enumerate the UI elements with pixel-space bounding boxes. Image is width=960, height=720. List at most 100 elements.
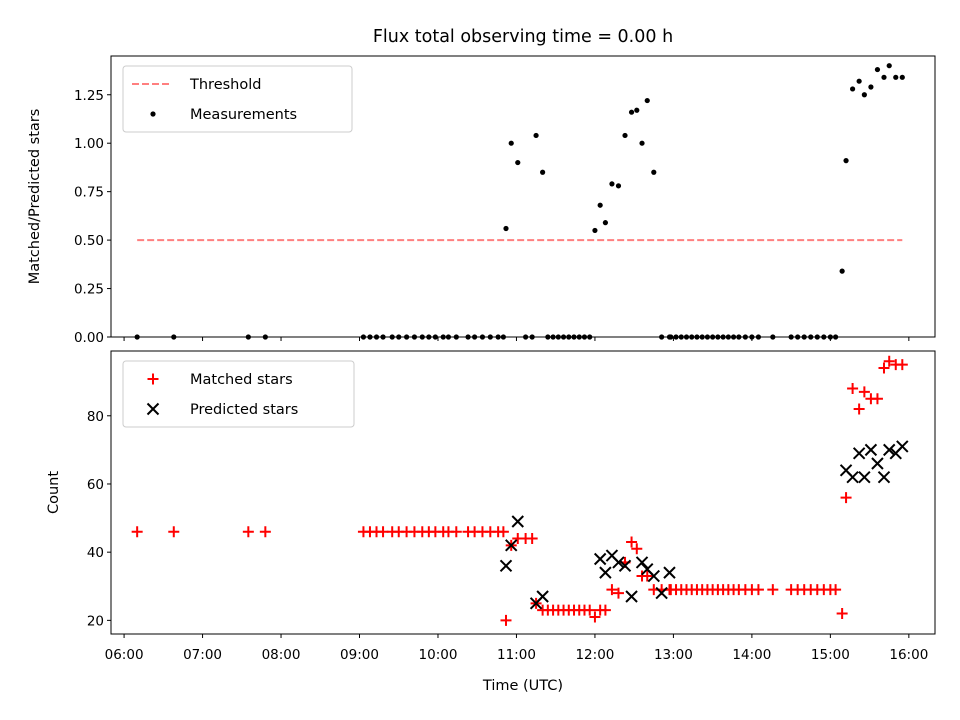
- data-point: [545, 334, 551, 340]
- y-tick-label: 0.75: [74, 185, 104, 201]
- data-point: [628, 109, 635, 115]
- data-point: [836, 608, 848, 620]
- data-point: [609, 181, 615, 187]
- data-point: [639, 140, 645, 146]
- data-point: [847, 383, 859, 395]
- data-point: [373, 334, 380, 340]
- legend-marker-key: [146, 402, 160, 416]
- x-tick-label: 06:00: [105, 647, 144, 663]
- legend-marker-key: [150, 111, 156, 117]
- series-predicted-stars: [499, 440, 909, 610]
- data-point: [663, 566, 676, 579]
- data-point: [725, 334, 731, 340]
- data-point: [612, 556, 625, 569]
- data-point: [683, 334, 690, 340]
- legend-label: Predicted stars: [190, 402, 298, 418]
- data-point: [644, 97, 650, 104]
- legend-marker-key: [147, 373, 159, 385]
- data-point: [856, 78, 862, 84]
- data-point: [893, 74, 899, 80]
- data-point: [694, 334, 700, 340]
- data-point: [571, 334, 577, 340]
- data-point: [874, 66, 881, 73]
- data-point: [827, 334, 833, 340]
- data-point: [479, 334, 486, 340]
- data-point: [651, 169, 657, 175]
- data-point: [749, 334, 755, 340]
- data-point: [550, 334, 556, 340]
- data-point: [599, 566, 612, 579]
- y-axis-title: Matched/Predicted stars: [27, 109, 43, 285]
- data-point: [597, 202, 603, 208]
- data-point: [634, 107, 640, 113]
- data-point: [515, 159, 521, 166]
- legend-label: Threshold: [189, 77, 261, 93]
- data-point: [403, 334, 410, 340]
- data-point: [576, 334, 582, 340]
- data-point: [843, 158, 849, 164]
- data-point: [832, 334, 839, 340]
- data-point: [788, 334, 794, 340]
- data-point: [631, 543, 643, 555]
- data-point: [795, 334, 801, 340]
- x-tick-label: 11:00: [497, 647, 536, 663]
- y-axis-title: Count: [46, 471, 62, 514]
- data-point: [715, 334, 721, 340]
- y-tick-label: 0.25: [74, 282, 104, 298]
- data-point: [858, 386, 870, 398]
- x-axis-title: Time (UTC): [482, 678, 563, 694]
- data-point: [814, 334, 820, 340]
- data-point: [168, 526, 180, 538]
- series-measurements: [134, 63, 905, 340]
- data-point: [450, 526, 462, 538]
- data-point: [853, 403, 865, 415]
- data-point: [589, 611, 601, 623]
- y-tick-label: 1.00: [74, 136, 104, 152]
- data-point: [877, 470, 891, 484]
- data-point: [497, 526, 509, 538]
- data-point: [612, 587, 624, 599]
- data-point: [495, 334, 501, 340]
- data-point: [503, 225, 509, 232]
- data-point: [846, 470, 859, 484]
- data-point: [360, 334, 367, 340]
- data-point: [262, 334, 268, 340]
- data-point: [560, 334, 567, 340]
- data-point: [581, 334, 588, 340]
- data-point: [555, 334, 561, 340]
- data-point: [618, 559, 632, 573]
- data-point: [850, 86, 856, 92]
- data-point: [622, 132, 628, 139]
- data-point: [801, 334, 807, 340]
- x-tick-label: 07:00: [183, 647, 222, 663]
- x-tick-label: 16:00: [889, 647, 928, 663]
- data-point: [606, 584, 618, 596]
- data-point: [770, 334, 776, 340]
- data-point: [367, 334, 373, 340]
- x-tick-label: 15:00: [811, 647, 850, 663]
- data-point: [536, 590, 549, 603]
- data-point: [396, 334, 402, 340]
- data-point: [499, 559, 513, 573]
- data-point: [472, 334, 478, 340]
- data-point: [710, 334, 716, 340]
- data-point: [453, 334, 459, 340]
- data-point: [896, 359, 908, 371]
- data-point: [626, 536, 638, 548]
- legend-label: Measurements: [190, 107, 297, 123]
- x-tick-label: 10:00: [419, 647, 458, 663]
- data-point: [830, 584, 842, 596]
- data-point: [389, 334, 395, 340]
- data-point: [602, 220, 609, 226]
- count-panel: 20 40 60 80 06:00 07:00 08:00 09:00 10:00 11:00 12…: [46, 350, 936, 663]
- data-point: [852, 447, 866, 460]
- data-point: [505, 539, 518, 552]
- data-point: [584, 604, 596, 616]
- data-point: [523, 334, 529, 340]
- y-tick-label: 0.00: [74, 330, 104, 346]
- legend-box: [122, 65, 353, 133]
- data-point: [259, 526, 271, 538]
- data-point: [432, 334, 438, 340]
- data-point: [599, 604, 611, 616]
